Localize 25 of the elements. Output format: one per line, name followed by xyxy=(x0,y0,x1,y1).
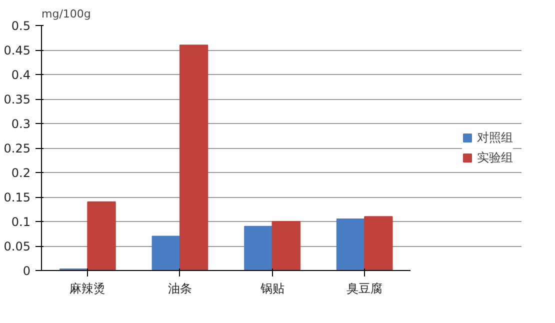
bar xyxy=(364,216,393,270)
bar xyxy=(336,218,366,270)
y-tick-label: 0.2 xyxy=(11,166,31,180)
y-tick-label: 0.4 xyxy=(11,68,31,82)
bar xyxy=(272,221,300,270)
x-tick-label: 麻辣烫 xyxy=(70,282,106,296)
legend-label: 实验组 xyxy=(477,149,513,166)
x-tick-label: 臭豆腐 xyxy=(346,282,383,296)
bar xyxy=(152,236,180,270)
x-tick-label: 油条 xyxy=(168,282,192,296)
y-tick-label: 0.45 xyxy=(4,44,30,58)
y-tick-label: 0.25 xyxy=(4,142,30,156)
y-tick-label: 0.35 xyxy=(4,92,30,106)
y-tick-label: 0.05 xyxy=(4,240,30,254)
y-tick-label: 0.15 xyxy=(4,190,30,204)
legend-label: 对照组 xyxy=(477,129,513,146)
y-tick-label: 0 xyxy=(22,264,31,278)
y-tick-label: 0.3 xyxy=(11,117,31,131)
y-tick-label: 0.5 xyxy=(11,19,31,33)
y-tick-label: 0.1 xyxy=(11,215,31,229)
bar xyxy=(244,226,273,270)
bar xyxy=(87,201,116,270)
x-tick-label: 锅贴 xyxy=(259,282,284,296)
bar xyxy=(179,44,208,270)
y-axis-title: mg/100g xyxy=(42,8,91,20)
